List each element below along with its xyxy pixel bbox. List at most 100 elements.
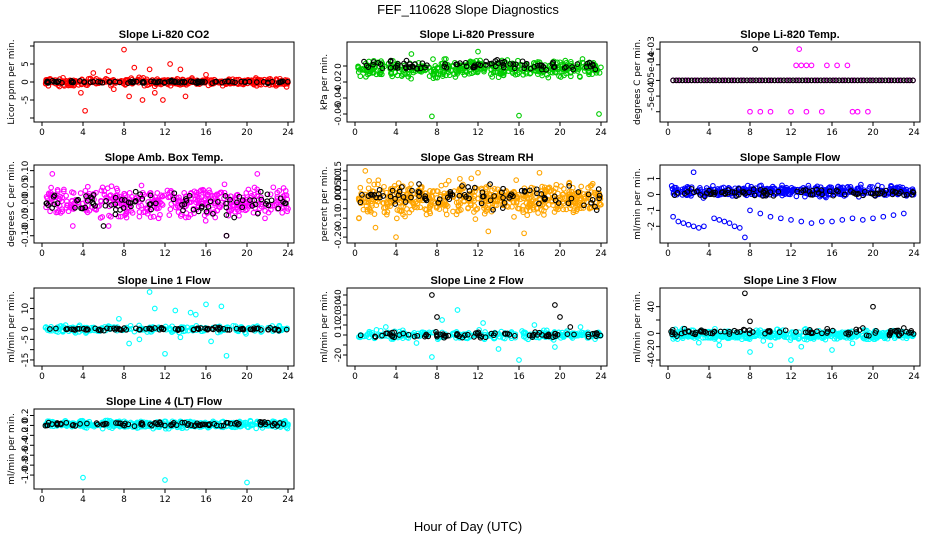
data-point [566,189,572,195]
data-point [881,191,888,197]
data-point [676,77,683,84]
data-point [99,184,106,191]
data-point [595,186,602,192]
data-point [243,331,249,337]
panel-rh: Slope Gas Stream RH0 4 8 12 16 20 24-0.20-0.10… [320,152,608,259]
panel-title: Slope Line 4 (LT) Flow [106,396,222,408]
data-point [151,305,158,312]
data-point [185,421,192,427]
data-point [478,200,485,207]
x-tick-label: 12 [785,372,796,382]
data-point [771,77,778,84]
plot-frame [659,41,921,123]
data-point [126,93,132,100]
data-point [839,191,845,198]
data-point [726,331,733,337]
data-point [107,79,113,86]
x-tick-label: 20 [554,372,566,382]
data-point [511,214,517,220]
data-point [589,196,596,203]
data-point [539,188,545,195]
data-point [168,78,174,85]
data-point [388,71,395,77]
data-point [802,77,809,84]
data-point [690,169,697,176]
x-tick-label: 24 [595,372,607,382]
y-tick-label: -40 [647,352,657,367]
data-point [118,197,125,203]
data-point [500,64,507,71]
data-point [680,220,687,226]
data-point [219,79,225,86]
data-point [203,208,210,215]
y-tick-label: 0 [334,332,344,338]
data-point [227,420,234,427]
data-point [210,210,216,217]
data-point [585,331,592,338]
data-point [834,62,840,69]
data-point [814,328,820,335]
x-tick-label: 12 [472,128,483,138]
x-tick-label: 16 [513,372,525,382]
data-point [596,192,603,199]
data-point [84,326,90,332]
data-point [818,187,825,194]
x-tick-label: 16 [200,372,212,382]
data-point [207,198,214,205]
data-point [156,326,163,333]
data-point [516,357,522,363]
data-point [357,332,364,339]
x-tick-label: 8 [434,249,440,259]
panel-title: Slope Line 1 Flow [118,275,211,287]
data-point [175,326,182,333]
data-point [69,205,75,212]
data-point [717,328,724,335]
data-point [139,326,146,333]
data-point [170,196,177,203]
data-point [402,199,409,205]
data-point [879,332,885,338]
data-point [509,203,515,210]
data-point [781,333,788,340]
panel-title: Slope Sample Flow [740,152,841,164]
data-point [223,204,230,211]
plot-frame [659,287,921,367]
data-point [830,77,836,84]
data-point [586,59,593,66]
data-point [520,203,527,209]
data-point [867,190,874,197]
data-point [113,185,120,192]
data-point [555,200,562,206]
data-point [177,334,184,341]
x-tick-label: 0 [665,372,671,382]
y-axis-label: ml/min per min. [7,413,17,485]
data-point [388,332,395,339]
data-point [132,198,139,204]
data-point [770,192,777,199]
data-point [271,420,278,427]
data-point [152,194,159,200]
data-point [909,186,916,193]
data-point [218,202,224,208]
data-point [150,213,157,220]
data-point [227,193,234,200]
data-point [200,186,206,193]
data-point [521,65,528,72]
data-point [147,421,154,428]
data-point [704,77,710,84]
panel-title: Slope Line 2 Flow [431,275,524,287]
data-point [890,212,897,218]
panel-title: Slope Gas Stream RH [420,152,533,164]
data-point [526,187,533,194]
data-point [434,188,441,195]
data-point [444,194,451,201]
data-point [903,77,910,84]
data-point [753,77,759,84]
data-point [179,201,185,208]
data-point [713,77,720,84]
data-point [442,181,449,188]
data-point [84,420,90,427]
y-tick-label: -0.2 [21,427,31,445]
data-point [487,197,494,204]
data-point [767,329,773,335]
